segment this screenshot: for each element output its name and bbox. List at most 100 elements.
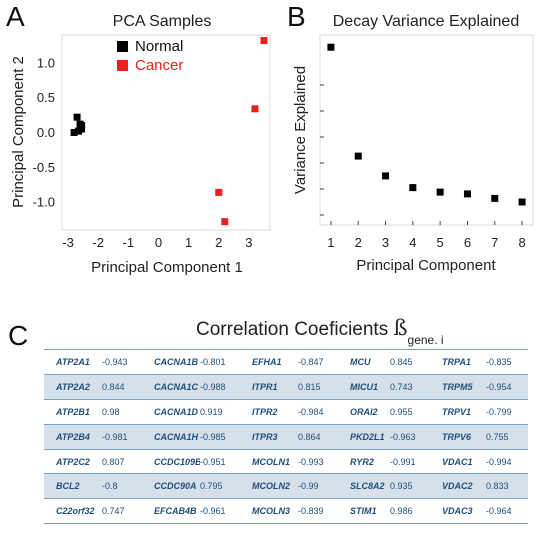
gene-name-cell: CACNA1C (154, 381, 199, 392)
coefficient-cell: -0.981 (102, 431, 128, 442)
gene-name-cell: MCOLN2 (252, 481, 290, 492)
y-tick-label: 0.5 (37, 90, 55, 105)
legend: Normal Cancer (117, 38, 183, 74)
beta-symbol: ß (393, 316, 408, 340)
coefficient-cell: -0.8 (102, 481, 118, 492)
data-point (221, 218, 229, 226)
x-tick-label: 1 (185, 235, 192, 250)
x-axis-label: Principal Component (356, 257, 496, 274)
correlation-title-text: Correlation Coeficients (196, 319, 389, 340)
gene-name-cell: TRPV6 (442, 431, 472, 442)
gene-name-cell: ITPR3 (252, 431, 278, 442)
coefficient-cell: 0.935 (390, 481, 413, 492)
gene-name-cell: ATP2C2 (56, 456, 90, 467)
data-point (78, 122, 86, 130)
chart-title: Decay Variance Explained (333, 13, 519, 30)
data-point (73, 113, 81, 121)
x-tick-label: 2 (355, 235, 362, 250)
data-point (518, 198, 526, 206)
coefficient-cell: 0.743 (390, 381, 413, 392)
table-row: ATP2B4 -0.981 CACNA1H -0.985 ITPR3 0.864 PKD2L… (44, 424, 528, 450)
table-row: C22orf32 0.747 EFCAB4B -0.961 MCOLN3 -0.839 ST… (44, 498, 528, 524)
gene-name-cell: VDAC2 (442, 481, 473, 492)
gene-name-cell: TRPM5 (442, 381, 473, 392)
data-point (251, 105, 259, 113)
gene-name-cell: MCU (350, 356, 371, 367)
coefficient-cell: -0.964 (486, 506, 512, 517)
coefficient-cell: 0.919 (200, 406, 223, 417)
coefficient-cell: -0.963 (390, 431, 416, 442)
coefficient-cell: -0.985 (200, 431, 226, 442)
coefficient-cell: 0.844 (102, 381, 125, 392)
x-tick-label: 3 (382, 235, 389, 250)
coefficient-cell: 0.755 (486, 431, 509, 442)
gene-name-cell: VDAC3 (442, 506, 473, 517)
plot-area (319, 34, 534, 226)
data-point (382, 172, 390, 180)
data-points (70, 37, 268, 226)
x-tick-label: 8 (518, 235, 525, 250)
gene-name-cell: STIM1 (350, 506, 377, 517)
coefficient-cell: 0.807 (102, 456, 125, 467)
y-tick-label: -1.0 (33, 195, 55, 210)
table-row: ATP2C2 0.807 CCDC109B -0.951 MCOLN1 -0.993 RYR… (44, 449, 528, 474)
coefficient-cell: 0.795 (200, 481, 223, 492)
legend-marker (117, 41, 128, 52)
coefficient-cell: 0.955 (390, 406, 413, 417)
gene-name-cell: ATP2B1 (56, 406, 90, 417)
data-point (354, 152, 362, 160)
y-tick-label: 0.0 (37, 125, 55, 140)
coefficient-cell: -0.801 (200, 356, 226, 367)
gene-name-cell: MCOLN3 (252, 506, 290, 517)
gene-name-cell: MICU1 (350, 381, 379, 392)
coefficient-cell: -0.839 (298, 506, 324, 517)
gene-name-cell: VDAC1 (442, 456, 473, 467)
coefficient-cell: 0.864 (298, 431, 321, 442)
x-tick-label: 1 (327, 235, 334, 250)
x-tick-label: 0 (155, 235, 162, 250)
x-tick-label: 2 (215, 235, 222, 250)
chart-title: PCA Samples (113, 13, 212, 30)
coefficient-cell: 0.845 (390, 356, 413, 367)
axes: -3 -2 -1 0 1 2 3 1.0 0.5 0.0 -0.5 -1.0 (33, 55, 253, 250)
legend-swatch-box (76, 40, 109, 63)
table-row: BCL2 -0.8 CCDC90A 0.795 MCOLN2 -0.99 SLC8A2 0.9… (44, 473, 528, 499)
gene-name-cell: RYR2 (350, 456, 374, 467)
x-tick-label: -1 (123, 235, 135, 250)
coefficient-cell: -0.951 (200, 456, 226, 467)
coefficient-cell: -0.988 (200, 381, 226, 392)
correlation-table: ATP2A1 -0.943 CACNA1B -0.801 EFHA1 -0.847 MCU 0… (44, 349, 528, 524)
coefficient-cell: -0.961 (200, 506, 226, 517)
gene-name-cell: PKD2L1 (350, 431, 385, 442)
coefficient-cell: -0.993 (298, 456, 324, 467)
plot-area (61, 34, 271, 231)
panel-label-a: A (6, 1, 25, 32)
data-point (491, 194, 499, 202)
table-row: ATP2B1 0.98 CACNA1D 0.919 ITPR2 -0.984 ORAI2 0.… (44, 399, 528, 424)
legend-label: Normal (135, 38, 183, 55)
axes: 1 2 3 4 5 6 7 8 (320, 84, 526, 250)
data-point (215, 188, 223, 196)
x-tick-label: 5 (437, 235, 444, 250)
gene-name-cell: EFCAB4B (154, 506, 197, 517)
coefficient-cell: 0.747 (102, 506, 125, 517)
coefficient-cell: -0.994 (486, 456, 512, 467)
gene-name-cell: TRPV1 (442, 406, 472, 417)
data-points (327, 43, 526, 206)
gene-name-cell: ATP2A1 (56, 356, 90, 367)
coefficient-cell: -0.991 (390, 456, 416, 467)
gene-name-cell: CCDC90A (154, 481, 197, 492)
gene-name-cell: BCL2 (56, 481, 80, 492)
x-tick-label: 4 (409, 235, 416, 250)
legend-marker (117, 60, 128, 71)
x-tick-label: -2 (92, 235, 104, 250)
x-tick-label: 3 (245, 235, 252, 250)
y-tick-label: 1.0 (37, 55, 55, 70)
data-point (70, 129, 78, 136)
table-row: ATP2A1 -0.943 CACNA1B -0.801 EFHA1 -0.847 MCU 0… (44, 349, 528, 375)
gene-name-cell: MCOLN1 (252, 456, 290, 467)
gene-name-cell: ITPR1 (252, 381, 278, 392)
gene-name-cell: EFHA1 (252, 356, 282, 367)
gene-name-cell: ATP2A2 (56, 381, 90, 392)
coefficient-cell: 0.815 (298, 381, 321, 392)
